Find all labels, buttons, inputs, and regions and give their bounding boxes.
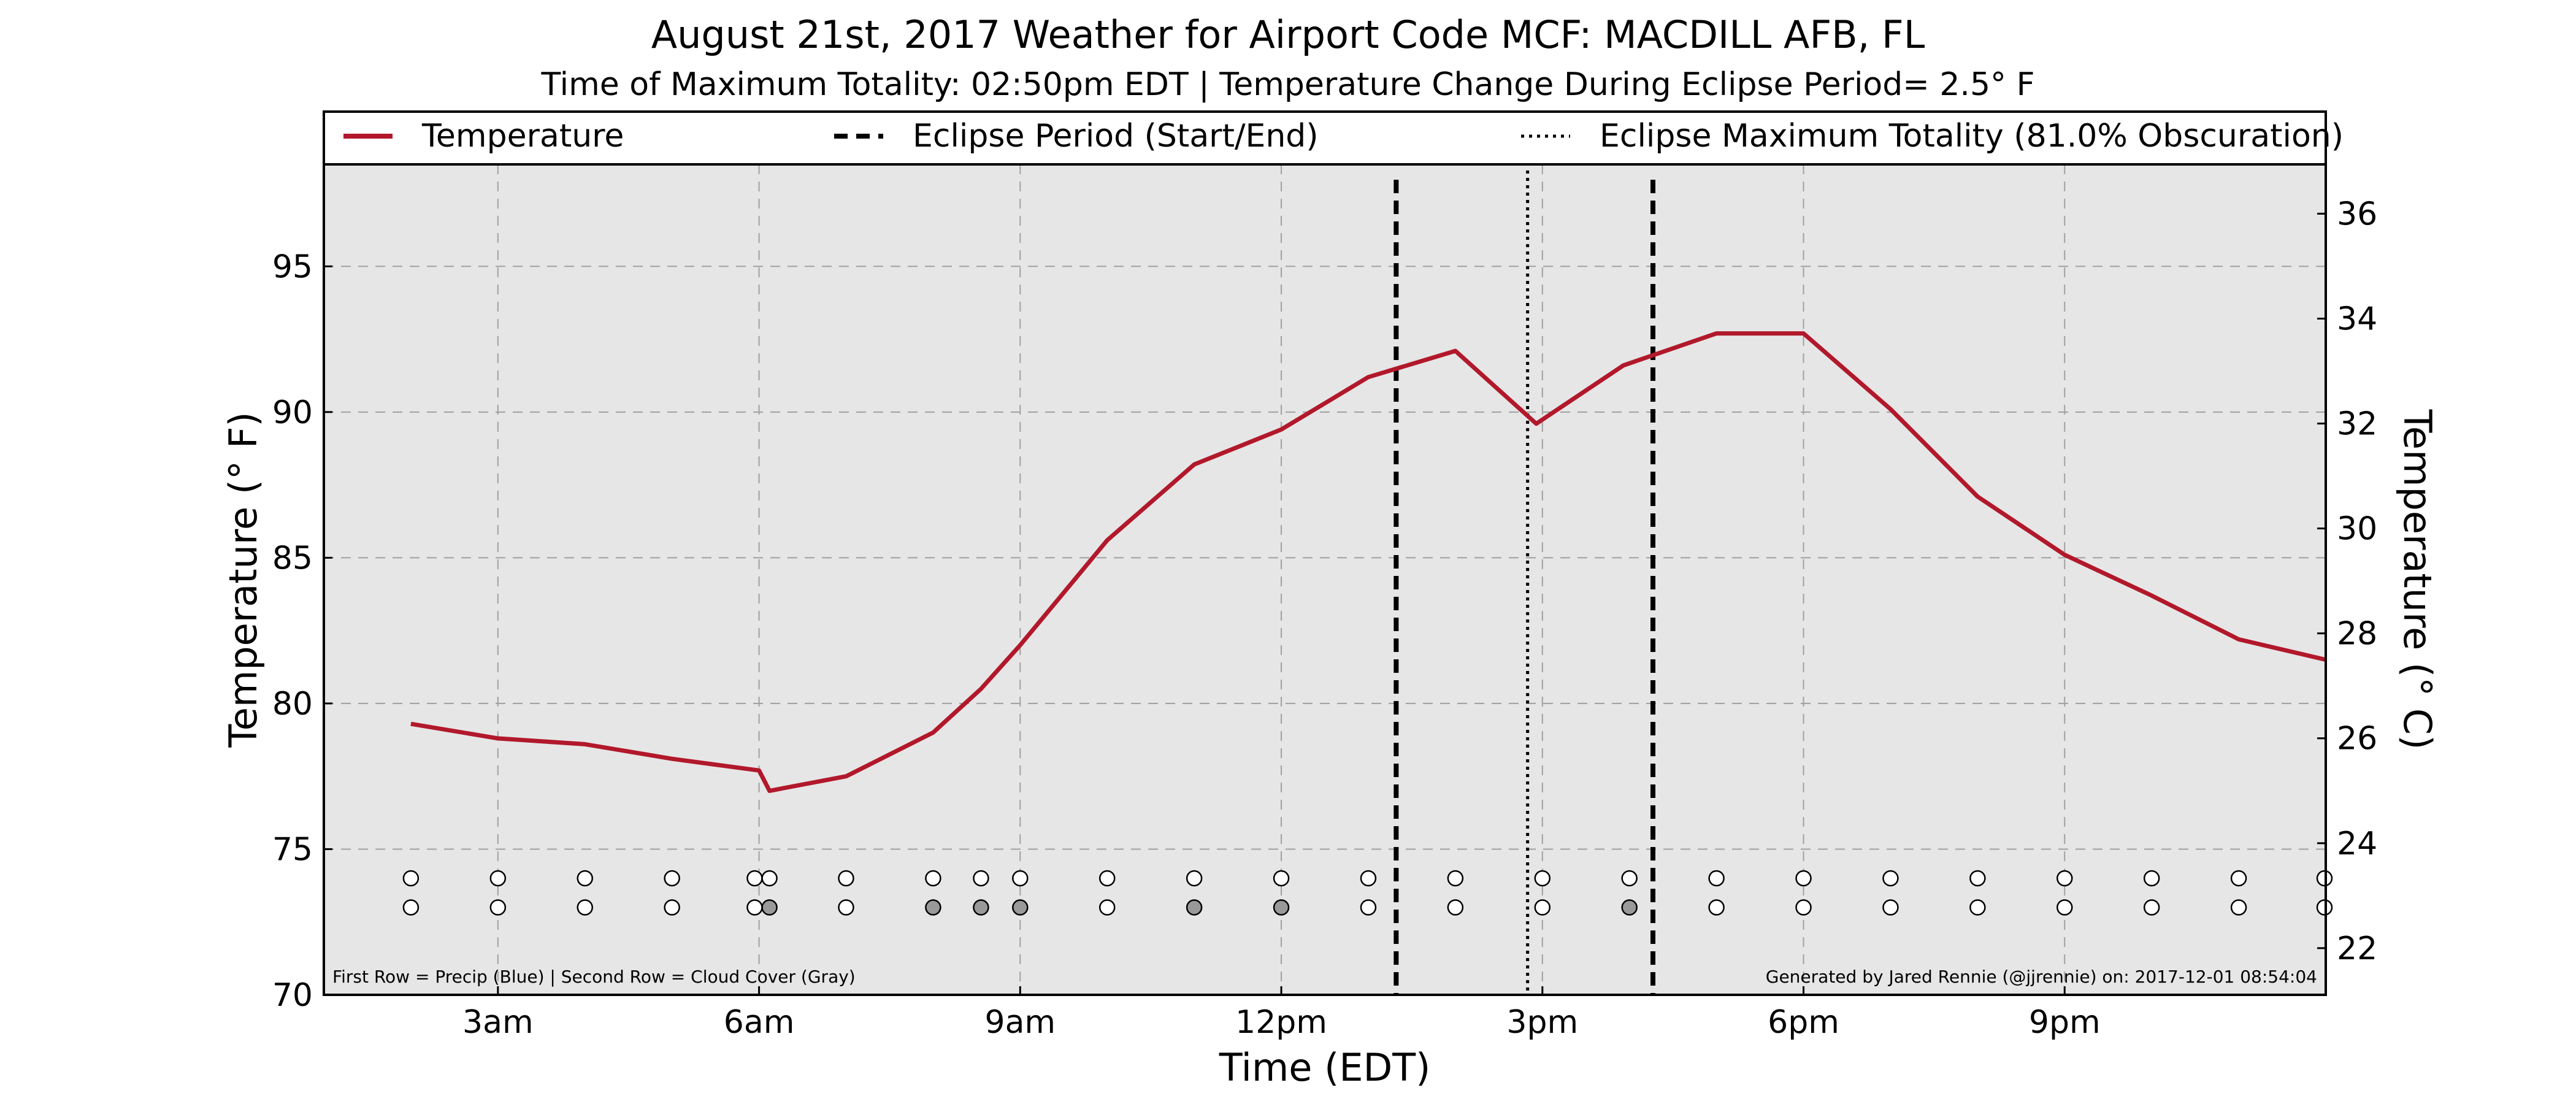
plot-background bbox=[324, 164, 2326, 995]
y-tick-label: 85 bbox=[272, 540, 313, 577]
cloud-dot bbox=[746, 899, 763, 916]
x-tick-label: 12pm bbox=[1235, 1004, 1327, 1041]
temperature-line bbox=[410, 331, 2326, 793]
weather-dot-rows bbox=[402, 870, 2333, 916]
cloud-dot bbox=[1621, 899, 1638, 916]
legend-label: Eclipse Maximum Totality (81.0% Obscurat… bbox=[1600, 118, 2344, 155]
precip-dot bbox=[1969, 870, 1986, 887]
cloud-dot bbox=[1795, 899, 1812, 916]
legend: Temperature Eclipse Period (Start/End) Ecl… bbox=[324, 118, 2344, 166]
precip-dot bbox=[925, 870, 941, 887]
cloud-dot bbox=[1012, 899, 1029, 916]
precip-dot bbox=[2143, 870, 2160, 887]
chart-subtitle: Time of Maximum Totality: 02:50pm EDT | … bbox=[541, 66, 2035, 103]
precip-dot bbox=[838, 870, 854, 887]
x-tick-label: 9am bbox=[984, 1004, 1056, 1041]
cloud-dot bbox=[1969, 899, 1986, 916]
y-axis-left-ticks: 70 75 80 85 90 95 bbox=[272, 248, 332, 1014]
y-right-tick-label: 32 bbox=[2337, 406, 2377, 443]
cloud-dot bbox=[664, 899, 680, 916]
x-tick-label: 3am bbox=[462, 1004, 534, 1041]
x-tick-label: 6am bbox=[724, 1004, 795, 1041]
precip-dot bbox=[746, 870, 763, 887]
legend-label: Eclipse Period (Start/End) bbox=[913, 118, 1319, 155]
y-axis-right-label: Temperature (° C) bbox=[2395, 409, 2440, 750]
y-axis-right-ticks: 22 24 26 28 30 32 34 36 bbox=[2317, 196, 2377, 967]
precip-dot bbox=[1012, 870, 1029, 887]
grid-lines bbox=[324, 164, 2326, 995]
precip-dot bbox=[1882, 870, 1899, 887]
precip-dot bbox=[489, 870, 507, 887]
y-right-tick-label: 30 bbox=[2337, 511, 2377, 548]
precip-dot bbox=[1708, 870, 1725, 887]
legend-label: Temperature bbox=[421, 118, 624, 155]
precip-dot bbox=[1273, 870, 1290, 887]
cloud-dot bbox=[1534, 899, 1551, 916]
precip-dot bbox=[1534, 870, 1551, 887]
cloud-dot bbox=[489, 899, 507, 916]
cloud-dot bbox=[973, 899, 989, 916]
y-right-tick-label: 36 bbox=[2337, 196, 2377, 232]
precip-dot bbox=[402, 870, 420, 887]
cloud-dot bbox=[1882, 899, 1899, 916]
y-right-tick-label: 34 bbox=[2337, 301, 2377, 337]
precip-dot bbox=[664, 870, 680, 887]
y-right-tick-label: 24 bbox=[2337, 826, 2377, 862]
cloud-dot bbox=[1447, 899, 1464, 916]
cloud-dot bbox=[838, 899, 854, 916]
cloud-dot bbox=[2230, 899, 2247, 916]
cloud-dot bbox=[1708, 899, 1725, 916]
precip-dot bbox=[761, 870, 778, 887]
cloud-dot bbox=[402, 899, 420, 916]
precip-dot bbox=[1447, 870, 1464, 887]
plot-frame bbox=[323, 110, 2327, 996]
cloud-dot bbox=[925, 899, 941, 916]
y-tick-label: 80 bbox=[272, 686, 313, 723]
y-right-tick-label: 28 bbox=[2337, 616, 2377, 653]
series-layer bbox=[410, 331, 2326, 793]
footnote-left: First Row = Precip (Blue) | Second Row =… bbox=[332, 967, 856, 987]
cloud-dot bbox=[1186, 899, 1203, 916]
y-tick-label: 70 bbox=[272, 977, 313, 1014]
precip-dot bbox=[1621, 870, 1638, 887]
cloud-dot bbox=[577, 899, 593, 916]
precip-dot bbox=[1360, 870, 1377, 887]
cloud-dot bbox=[1273, 899, 1290, 916]
x-axis-ticks: 3am 6am 9am 12pm 3pm 6pm 9pm bbox=[462, 986, 2101, 1041]
chart-title: August 21st, 2017 Weather for Airport Co… bbox=[651, 12, 1925, 57]
y-tick-label: 95 bbox=[272, 248, 313, 285]
precip-dot bbox=[577, 870, 593, 887]
x-tick-label: 6pm bbox=[1768, 1004, 1839, 1041]
eclipse-markers bbox=[1393, 171, 1656, 995]
cloud-dot bbox=[761, 899, 778, 916]
cloud-dot bbox=[2057, 899, 2073, 916]
cloud-dot bbox=[1098, 899, 1116, 916]
y-right-tick-label: 26 bbox=[2337, 721, 2377, 757]
y-axis-left-label: Temperature (° F) bbox=[221, 412, 266, 748]
precip-dot bbox=[1795, 870, 1812, 887]
precip-dot bbox=[1098, 870, 1116, 887]
x-tick-label: 9pm bbox=[2029, 1004, 2101, 1041]
cloud-dot bbox=[1360, 899, 1377, 916]
y-tick-label: 90 bbox=[272, 394, 313, 431]
footnote-right: Generated by Jared Rennie (@jjrennie) on… bbox=[1766, 967, 2317, 987]
precip-dot bbox=[2057, 870, 2073, 887]
y-tick-label: 75 bbox=[272, 831, 313, 868]
precip-dot bbox=[973, 870, 989, 887]
x-tick-label: 3pm bbox=[1506, 1004, 1578, 1041]
y-right-tick-label: 22 bbox=[2337, 930, 2377, 967]
cloud-dot bbox=[2143, 899, 2160, 916]
precip-dot bbox=[2230, 870, 2247, 887]
precip-dot bbox=[1186, 870, 1203, 887]
x-axis-label: Time (EDT) bbox=[1219, 1045, 1431, 1090]
